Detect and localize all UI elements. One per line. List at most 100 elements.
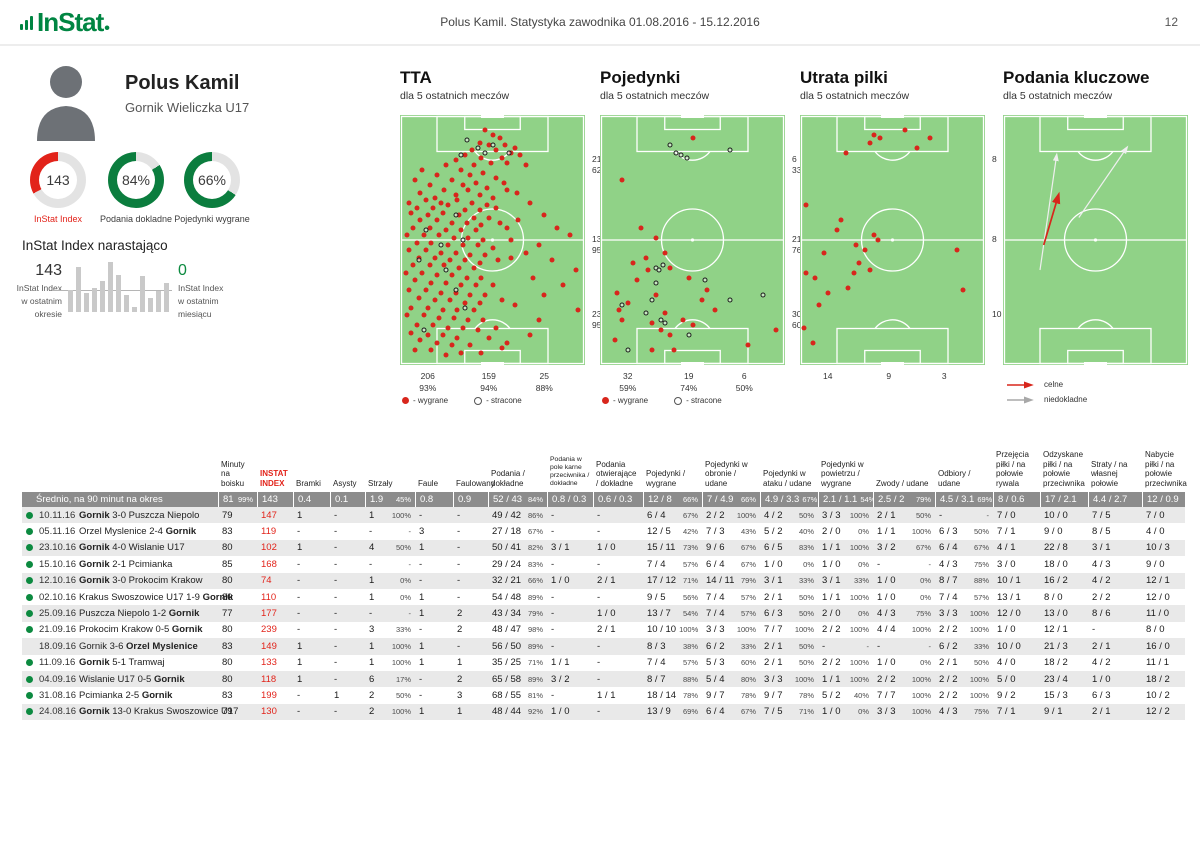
stat-value: 7 / 3 [706,526,725,538]
pitch-title: Utrata pilki [800,68,888,87]
stat-cell: 2 / 1 [593,573,643,589]
pitch-side-label: 8 [992,233,997,244]
logo-text: InStat [37,7,104,37]
pitch-dot-won [419,270,425,275]
stat-cell: 7 / 4 57% [702,589,760,605]
stat-cell: - [293,589,330,605]
legend-item: - stracone [474,396,522,405]
stat-value: 5 / 3 [706,657,725,669]
pitch-dot-won [484,185,490,190]
stat-cell: 79 [218,704,257,720]
stat-cell: 18 / 14 78% [643,687,702,703]
stat-percent: 0% [920,576,931,586]
pitch-dot-won [493,175,499,180]
table-row: 21.09.16 Prokocim Krakow 0-5 Gornik 80 239 -… [22,621,1185,639]
table-row: 10.11.16 Gornik 3-0 Puszcza Niepolo 79 147 1… [22,507,1185,524]
stat-cell: 80 [218,655,257,671]
column-header: Strzały [368,478,393,488]
stat-value: 3 [369,624,375,636]
stat-value: 6 / 3 [939,526,958,538]
stat-value: 16 / 0 [1146,640,1170,652]
stat-value: - [334,706,338,718]
pitch-dot-won [449,220,455,225]
pitch-dot-won [454,307,460,313]
stat-value: 50 / 41 [492,542,522,554]
stat-value: 6 / 4 [706,558,725,570]
stat-percent: 100% [794,674,814,684]
stat-cell: - [415,687,453,703]
stat-percent: 33% [853,576,869,586]
pitch-dot-won [460,182,466,188]
stat-value: 8 / 0 [1146,624,1165,636]
pitch-dot-lost [421,327,427,333]
match-cell: 11.09.16 Gornik 5-1 Tramwaj [22,655,218,671]
legend-item: - wygrane [602,396,648,405]
pitch-dot-won [690,135,695,140]
stat-percent: 0% [400,592,411,602]
match-cell: 31.08.16 Pcimianka 2-5 Gornik [22,687,218,703]
stat-percent: 100% [969,674,989,684]
stat-value: 1 [419,706,425,718]
stat-cell: 80 [218,622,257,638]
stat-cell: 4 50% [365,540,415,556]
stat-value: 12 / 2 [1146,706,1170,718]
stat-percent: 100% [736,510,756,520]
stat-cell: 14 / 11 79% [702,573,760,589]
played-dot-icon [26,511,33,519]
stat-cell: - [547,523,593,539]
stat-cell: 3 / 1 [1088,540,1142,556]
stat-value: 2 / 0 [822,608,841,620]
stat-cell: 1 / 1 [547,655,593,671]
stat-percent: 67% [915,543,931,553]
pitch-dot-won [871,132,877,138]
match-date: 12.10.16 [39,575,76,587]
stat-percent: 50% [798,658,814,668]
stat-value: 4.9 / 3.3 [765,494,800,505]
lost-dot-icon [474,396,483,405]
table-row: 12.10.16 Gornik 3-0 Prokocim Krakow 80 74 - -… [22,572,1185,589]
column-header: Podania w pole karne przeciwnika / dokła… [550,455,590,488]
stat-cell: - [453,507,488,523]
stat-value: - [334,558,338,570]
stat-value: 1 / 0 [822,706,841,718]
stat-cell: 23 / 4 [1040,671,1088,687]
pitch-dot-won [634,277,640,283]
pitch-dot-won [512,302,518,308]
stat-value: - [334,509,338,521]
stat-cell: 6 / 4 67% [643,507,702,523]
pitch-dot-won [504,225,510,230]
pitch-dot-won [480,317,486,323]
stat-cell: -- [365,523,415,539]
stat-percent: 83% [527,559,543,569]
stat-cell: - [293,556,330,572]
stat-percent: 100% [679,625,699,635]
stat-value: - [551,509,555,521]
logo-dot: • [104,20,110,37]
stat-cell: - [330,523,365,539]
stat-cell: 3 / 0 [993,556,1040,572]
stat-percent: 100% [849,658,869,668]
stat-cell: - [293,622,330,638]
stat-percent: 84% [527,495,543,504]
stat-value: 54 / 48 [492,591,522,603]
stat-cell: 12 / 1 [1040,622,1088,638]
stat-value: 48 / 47 [492,624,522,636]
stat-value: 7 / 4 [939,591,958,603]
stat-cell: - [330,622,365,638]
stat-percent: 79% [740,576,756,586]
stat-cell: 239 [257,622,293,638]
pitch-dot-won [462,152,468,158]
pitch-dot-won [412,177,418,183]
stat-cell: 6 / 3 50% [760,605,818,621]
stat-percent: 50% [973,658,989,668]
stat-value: 5 / 0 [997,673,1016,685]
stat-value: - [419,575,423,587]
stat-cell: 2 / 1 50% [760,638,818,654]
pitch-dot-won [614,290,620,295]
stat-cell: 147 [257,507,293,523]
trend-bar [68,290,73,312]
pitch-dot-lost [649,297,655,303]
stat-cell: 6 17% [365,671,415,687]
instat-index-donut: 143 InStat Index [30,152,86,224]
